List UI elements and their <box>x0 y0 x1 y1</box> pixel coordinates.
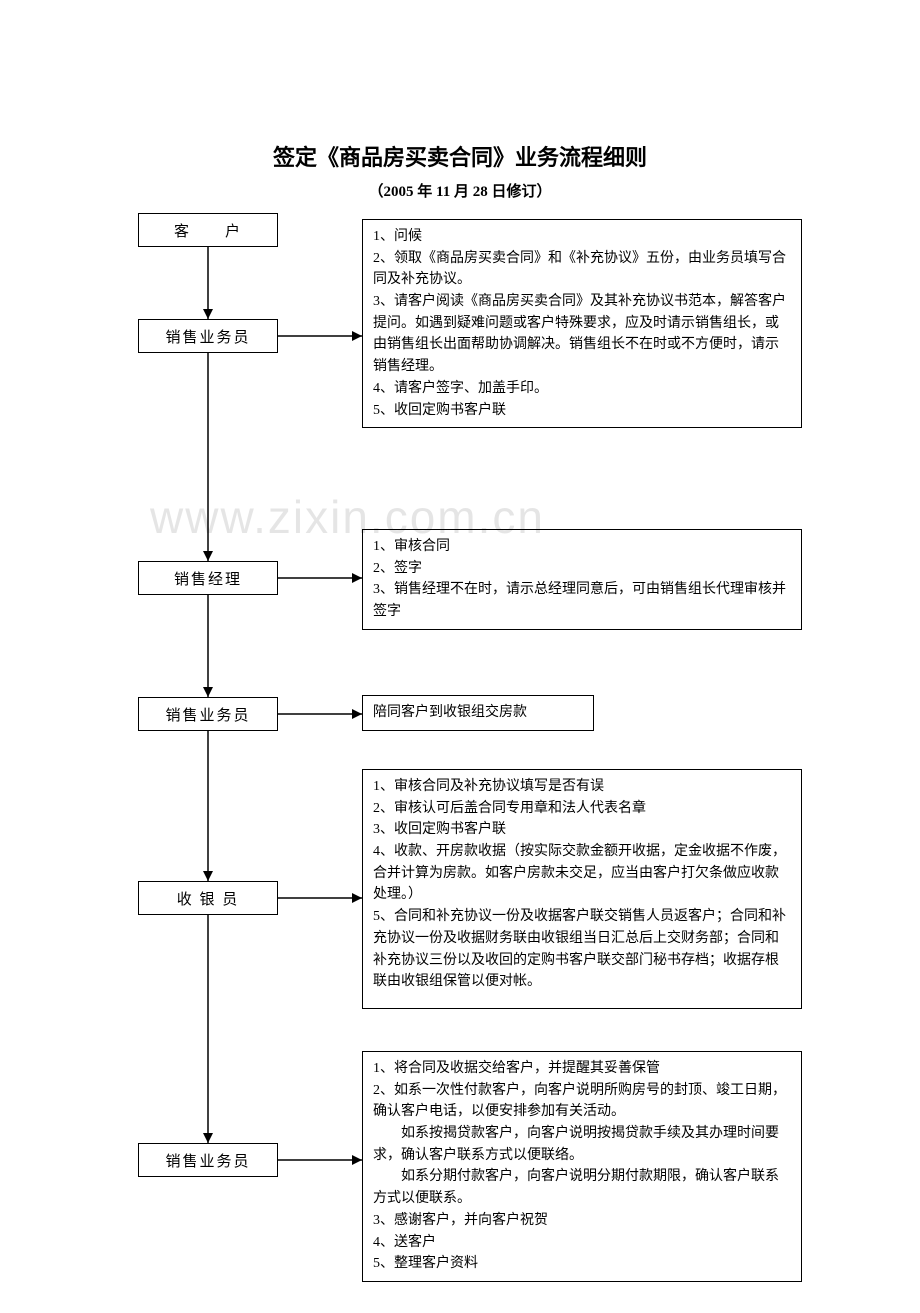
desc-line: 1、将合同及收据交给客户，并提醒其妥善保管 <box>373 1058 791 1080</box>
arrow-down <box>200 239 216 327</box>
desc-line: 3、销售经理不在时，请示总经理同意后，可由销售组长代理审核并签字 <box>373 579 791 622</box>
arrow-down <box>200 907 216 1151</box>
desc-line: 4、收款、开房款收据（按实际交款金额开收据，定金收据不作废，合并计算为房款。如客… <box>373 841 791 906</box>
desc-line: 3、请客户阅读《商品房买卖合同》及其补充协议书范本，解答客户提问。如遇到疑难问题… <box>373 291 791 378</box>
desc-box-d4: 1、审核合同及补充协议填写是否有误2、审核认可后盖合同专用章和法人代表名章3、收… <box>362 769 802 1009</box>
desc-line: 2、领取《商品房买卖合同》和《补充协议》五份，由业务员填写合同及补充协议。 <box>373 248 791 291</box>
arrow-right <box>270 570 370 586</box>
flow-node-sales2: 销售业务员 <box>138 697 278 731</box>
desc-line: 如系按揭贷款客户，向客户说明按揭贷款手续及其办理时间要求，确认客户联系方式以便联… <box>373 1123 791 1166</box>
page-title: 签定《商品房买卖合同》业务流程细则 <box>60 140 860 172</box>
arrow-right <box>270 706 370 722</box>
desc-line: 3、收回定购书客户联 <box>373 819 791 841</box>
desc-box-d3: 陪同客户到收银组交房款 <box>362 695 594 731</box>
desc-box-d5: 1、将合同及收据交给客户，并提醒其妥善保管2、如系一次性付款客户，向客户说明所购… <box>362 1051 802 1282</box>
arrow-down <box>200 587 216 705</box>
arrow-right <box>270 328 370 344</box>
flow-node-sales1: 销售业务员 <box>138 319 278 353</box>
desc-line: 3、感谢客户，并向客户祝贺 <box>373 1210 791 1232</box>
desc-line: 陪同客户到收银组交房款 <box>373 702 583 724</box>
flow-node-sales3: 销售业务员 <box>138 1143 278 1177</box>
desc-line: 5、收回定购书客户联 <box>373 400 791 422</box>
desc-line: 2、签字 <box>373 558 791 580</box>
desc-line: 2、如系一次性付款客户，向客户说明所购房号的封顶、竣工日期，确认客户电话，以便安… <box>373 1080 791 1123</box>
desc-line: 1、问候 <box>373 226 791 248</box>
desc-box-d1: 1、问候2、领取《商品房买卖合同》和《补充协议》五份，由业务员填写合同及补充协议… <box>362 219 802 428</box>
arrow-down <box>200 723 216 889</box>
flow-node-manager: 销售经理 <box>138 561 278 595</box>
desc-line: 5、合同和补充协议一份及收据客户联交销售人员返客户；合同和补充协议一份及收据财务… <box>373 906 791 993</box>
desc-line: 4、请客户签字、加盖手印。 <box>373 378 791 400</box>
flow-node-customer: 客 户 <box>138 213 278 247</box>
desc-line: 5、整理客户资料 <box>373 1253 791 1275</box>
arrow-down <box>200 345 216 569</box>
desc-line: 1、审核合同 <box>373 536 791 558</box>
flow-node-cashier: 收 银 员 <box>138 881 278 915</box>
arrow-right <box>270 1152 370 1168</box>
flowchart: 客 户销售业务员销售经理销售业务员收 银 员销售业务员1、问候2、领取《商品房买… <box>60 213 860 1273</box>
desc-line: 如系分期付款客户，向客户说明分期付款期限，确认客户联系方式以便联系。 <box>373 1166 791 1209</box>
desc-line: 1、审核合同及补充协议填写是否有误 <box>373 776 791 798</box>
desc-box-d2: 1、审核合同2、签字3、销售经理不在时，请示总经理同意后，可由销售组长代理审核并… <box>362 529 802 630</box>
arrow-right <box>270 890 370 906</box>
desc-line: 4、送客户 <box>373 1232 791 1254</box>
desc-line: 2、审核认可后盖合同专用章和法人代表名章 <box>373 798 791 820</box>
page-subtitle: （2005 年 11 月 28 日修订） <box>60 180 860 201</box>
